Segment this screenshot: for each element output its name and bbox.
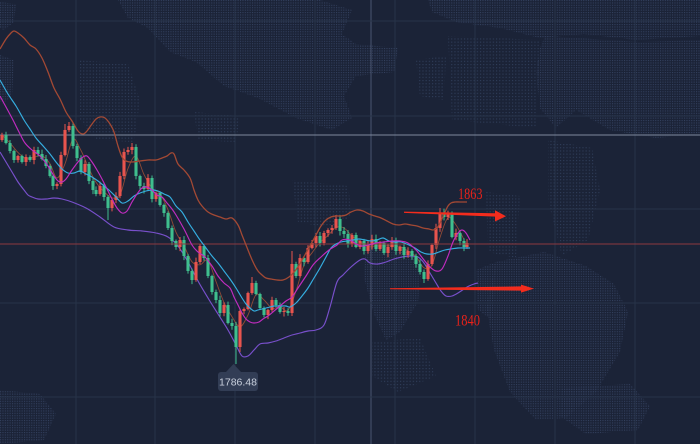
svg-text:1786.48: 1786.48 bbox=[219, 377, 257, 389]
svg-text:1863: 1863 bbox=[458, 186, 483, 203]
svg-text:1840: 1840 bbox=[455, 313, 480, 330]
